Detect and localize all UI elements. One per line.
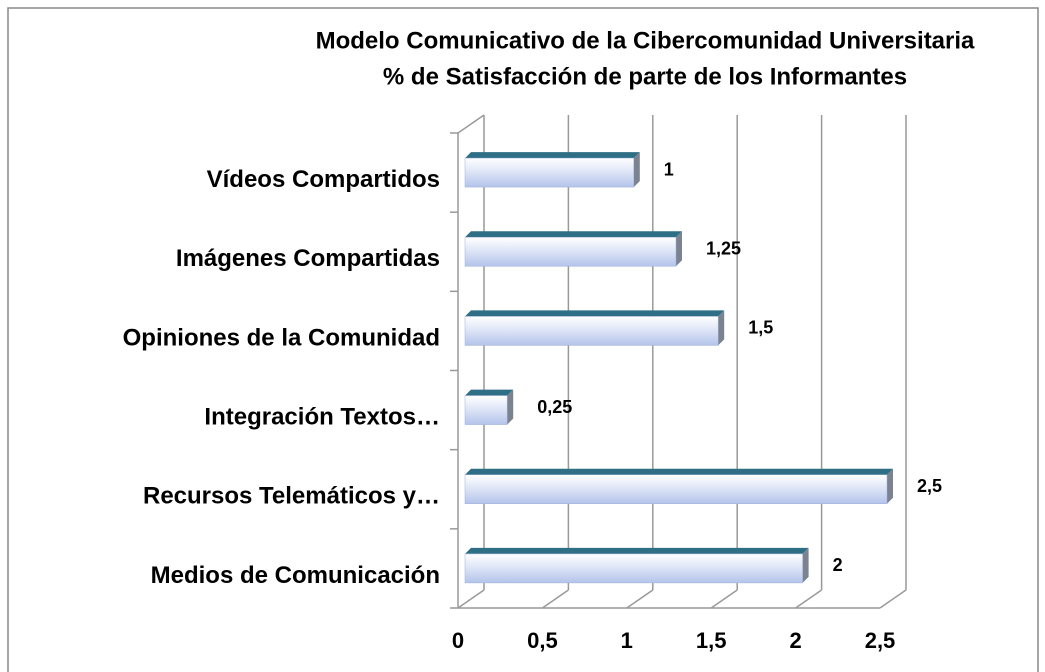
bar (464, 231, 682, 267)
bar-face (465, 547, 809, 554)
bar-face (887, 468, 893, 504)
x-tick-label: 1 (621, 628, 633, 653)
x-tick-label: 2 (789, 628, 801, 653)
bar-face (464, 316, 719, 346)
grid-line (457, 589, 485, 609)
grid-line (795, 589, 823, 609)
bar-face (464, 395, 508, 425)
bar-face (464, 237, 677, 267)
bar-face (507, 389, 514, 425)
bar (464, 310, 725, 346)
grid-line (626, 589, 654, 609)
bar-face (718, 310, 725, 346)
data-label: 2,5 (917, 476, 942, 496)
bar (464, 468, 893, 504)
data-label: 1 (664, 159, 674, 179)
bar-face (465, 152, 640, 159)
bar-face (464, 157, 635, 188)
grid-line (879, 589, 907, 609)
chart-subtitle: % de Satisfacción de parte de los Inform… (383, 63, 907, 90)
grid-line (710, 589, 738, 609)
y-tick-label: Vídeos Compartidos (207, 166, 440, 193)
grid-line (541, 589, 569, 609)
data-label: 2 (833, 555, 843, 575)
chart-title: Modelo Comunicativo de la Cibercomunidad… (316, 27, 975, 54)
data-label: 1,5 (748, 318, 773, 338)
bar (464, 547, 809, 584)
x-tick-label: 1,5 (696, 628, 727, 653)
axis-line (457, 114, 485, 134)
y-tick-label: Integración Textos… (204, 403, 440, 430)
bar-face (676, 231, 682, 267)
frame (7, 7, 1039, 672)
bar-face (465, 468, 893, 475)
bar (464, 389, 514, 425)
x-tick-label: 0 (452, 628, 464, 653)
y-tick-label: Medios de Comunicación (151, 562, 440, 589)
data-label: 1,25 (706, 239, 741, 259)
bar (464, 152, 640, 188)
x-tick-label: 0,5 (527, 628, 558, 653)
bar-face (465, 389, 514, 396)
bar-face (465, 310, 725, 317)
x-tick-label: 2,5 (865, 628, 896, 653)
y-tick-label: Opiniones de la Comunidad (123, 324, 440, 351)
y-tick-label: Imágenes Compartidas (176, 245, 440, 272)
data-label: 0,25 (537, 397, 572, 417)
y-tick-label: Recursos Telemáticos y… (143, 483, 440, 510)
bar-face (633, 152, 640, 188)
bar-face (465, 231, 682, 238)
bar-face (464, 474, 888, 504)
bar-face (802, 547, 809, 583)
bar-face (464, 553, 803, 584)
